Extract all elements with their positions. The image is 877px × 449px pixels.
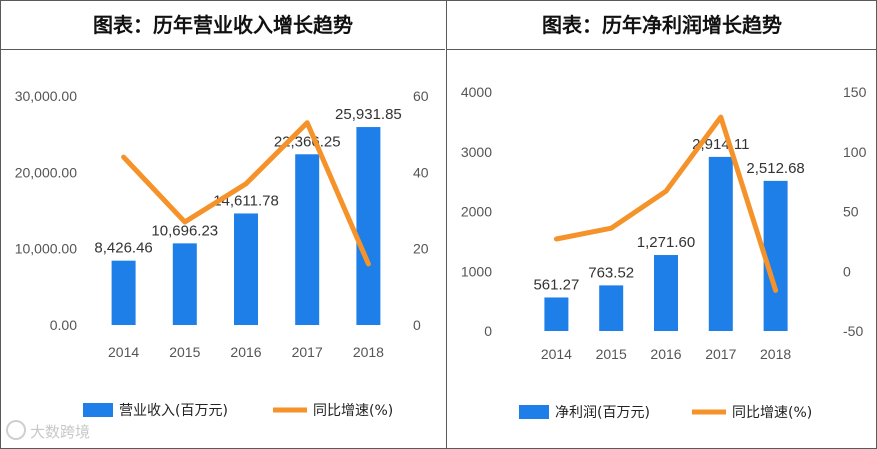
- bar-data-label: 1,271.60: [637, 234, 695, 251]
- left-axis-tick-label: 1000: [461, 263, 492, 279]
- legend-line-label: 同比增速(%): [732, 405, 812, 421]
- right-axis-tick-label: 50: [843, 204, 859, 220]
- growth-rate-line: [553, 114, 779, 293]
- right-axis-tick-label: 0: [843, 263, 851, 279]
- left-axis-tick-label: 3000: [461, 144, 492, 160]
- left-axis-tick-label: 30,000.00: [15, 88, 77, 104]
- bar-data-label: 10,696.23: [151, 222, 218, 239]
- left-axis-tick-label: 4000: [461, 84, 492, 100]
- bar-data-label: 8,426.46: [94, 240, 152, 257]
- revenue-panel: 图表：历年营业收入增长趋势 0.00 10,000.00 20,000.00 30,0…: [1, 1, 445, 448]
- right-axis-tick-label: 20: [413, 241, 429, 257]
- right-axis-tick-label: 150: [843, 84, 867, 100]
- growth-rate-line: [121, 120, 371, 267]
- revenue-chart: 0.00 10,000.00 20,000.00 30,000.00 0 20 40 60 8,…: [15, 88, 429, 419]
- right-axis-tick-label: 0: [413, 317, 421, 333]
- category-label: 2017: [292, 344, 323, 360]
- category-label: 2016: [230, 344, 261, 360]
- right-axis-tick-label: -50: [843, 323, 863, 339]
- bar: [111, 260, 136, 325]
- category-label: 2014: [108, 344, 139, 360]
- watermark-text: 大数跨境: [30, 423, 91, 441]
- watermark: 大数跨境: [6, 420, 90, 442]
- bar: [356, 127, 381, 325]
- right-axis-tick-label: 100: [843, 144, 867, 160]
- left-axis-tick-label: 2000: [461, 204, 492, 220]
- left-axis-tick-label: 20,000.00: [15, 164, 77, 180]
- legend-bar-swatch: [519, 405, 549, 419]
- left-axis-tick-label: 10,000.00: [15, 241, 77, 257]
- profit-panel: 图表：历年净利润增长趋势 0 1000 2000 3000 4000 -50 0 50 100 1…: [446, 1, 877, 448]
- bar: [172, 243, 197, 325]
- bar-data-label: 2,512.68: [746, 160, 804, 177]
- right-axis-tick-label: 40: [413, 164, 429, 180]
- left-axis-tick-label: 0: [484, 323, 492, 339]
- bar: [295, 154, 320, 325]
- category-label: 2017: [705, 346, 736, 362]
- category-label: 2018: [760, 346, 791, 362]
- legend-bar-label: 营业收入(百万元): [119, 403, 228, 419]
- legend-line-label: 同比增速(%): [313, 403, 393, 419]
- bar: [763, 180, 788, 331]
- bar-data-label: 25,931.85: [335, 106, 402, 123]
- category-label: 2018: [353, 344, 384, 360]
- profit-chart: 0 1000 2000 3000 4000 -50 0 50 100 150 561.27 2014 7…: [461, 84, 867, 421]
- bar: [599, 285, 624, 331]
- watermark-logo-icon: [6, 420, 26, 440]
- left-axis-tick-label: 0.00: [50, 317, 77, 333]
- right-axis-tick-label: 60: [413, 88, 429, 104]
- category-label: 2014: [541, 346, 572, 362]
- bar-data-label: 561.27: [533, 276, 579, 293]
- legend-bar-label: 净利润(百万元): [555, 405, 650, 421]
- bar-data-label: 763.52: [588, 264, 634, 281]
- bar: [654, 255, 678, 331]
- bar: [234, 213, 258, 325]
- bar: [708, 156, 733, 331]
- revenue-chart-title: 图表：历年营业收入增长趋势: [1, 1, 445, 50]
- bar: [544, 297, 569, 331]
- category-label: 2015: [596, 346, 627, 362]
- category-label: 2016: [650, 346, 681, 362]
- profit-chart-title: 图表：历年净利润增长趋势: [447, 1, 877, 50]
- legend-bar-swatch: [83, 403, 113, 417]
- category-label: 2015: [169, 344, 200, 360]
